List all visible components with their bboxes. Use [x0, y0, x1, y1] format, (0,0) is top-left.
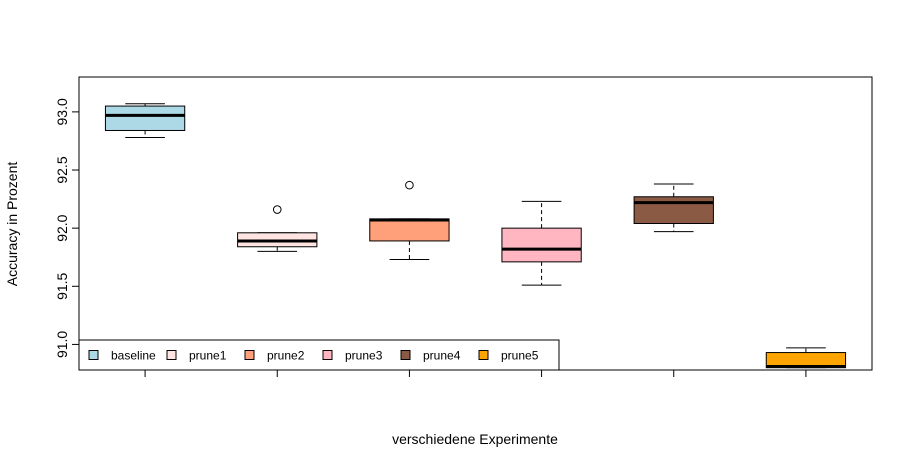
legend-swatch: [88, 350, 99, 360]
legend-swatch: [166, 350, 177, 360]
legend-label: prune1: [189, 349, 227, 363]
box-prune4: [633, 183, 714, 233]
box-group: [104, 103, 847, 369]
box-iqr: [369, 218, 450, 242]
legend-swatch: [400, 350, 411, 360]
box-prune1: [237, 205, 318, 252]
y-tick-label: 92.0: [54, 214, 70, 241]
plot-frame: [78, 76, 873, 371]
legend-swatch: [244, 350, 255, 360]
legend-swatch: [322, 350, 333, 360]
legend-label: prune2: [267, 349, 305, 363]
box-prune2: [369, 180, 450, 261]
legend-label: prune3: [345, 349, 383, 363]
y-tick-label: 92.5: [54, 156, 70, 183]
y-tick-label: 93.0: [54, 98, 70, 125]
legend-label: baseline: [111, 349, 156, 363]
box-prune5: [765, 347, 847, 369]
outlier-point: [272, 205, 282, 214]
box-iqr: [633, 196, 714, 224]
box-iqr: [104, 105, 186, 131]
legend-label: prune5: [501, 349, 539, 363]
x-axis: [144, 369, 807, 377]
legend: baseline prune1 prune2 prune3 prune4 prune5: [78, 339, 560, 371]
box-baseline: [104, 103, 186, 138]
box-iqr: [501, 227, 582, 263]
y-axis-title: Accuracy in Prozent: [4, 162, 20, 287]
y-axis: 91.0 91.5 92.0 92.5 93.0: [54, 98, 80, 358]
legend-swatch: [478, 350, 489, 360]
legend-label: prune4: [423, 349, 461, 363]
box-prune3: [501, 200, 582, 286]
x-axis-title: verschiedene Experimente: [392, 431, 558, 447]
outlier-point: [405, 180, 414, 190]
y-tick-label: 91.5: [54, 272, 70, 299]
y-tick-label: 91.0: [54, 331, 70, 358]
